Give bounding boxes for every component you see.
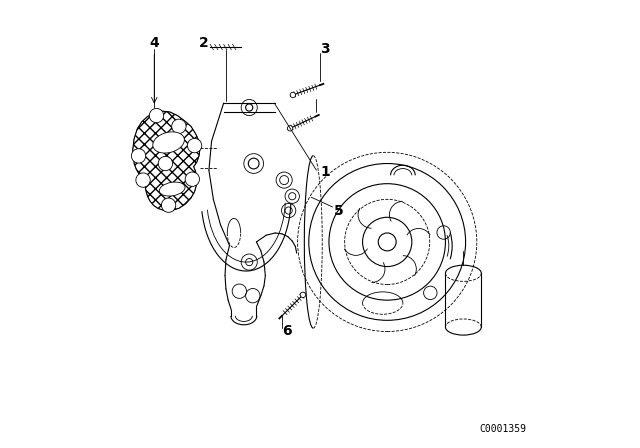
Circle shape [131, 149, 146, 163]
Circle shape [185, 172, 200, 186]
Text: 3: 3 [320, 42, 330, 56]
Circle shape [300, 292, 305, 297]
Text: 4: 4 [149, 35, 159, 50]
Circle shape [287, 125, 293, 131]
Text: 2: 2 [198, 35, 209, 50]
Text: 6: 6 [282, 323, 292, 338]
Circle shape [161, 198, 176, 212]
Text: 5: 5 [333, 203, 343, 218]
Text: C0001359: C0001359 [479, 424, 526, 434]
Circle shape [290, 92, 296, 98]
Circle shape [246, 104, 253, 111]
Circle shape [136, 173, 150, 187]
Circle shape [188, 138, 202, 153]
Circle shape [248, 158, 259, 169]
Ellipse shape [153, 132, 184, 153]
Circle shape [378, 233, 396, 251]
Circle shape [158, 156, 173, 171]
Circle shape [172, 119, 186, 134]
Text: 1: 1 [320, 165, 330, 180]
Ellipse shape [159, 182, 185, 196]
Circle shape [149, 108, 164, 123]
Polygon shape [132, 111, 200, 211]
